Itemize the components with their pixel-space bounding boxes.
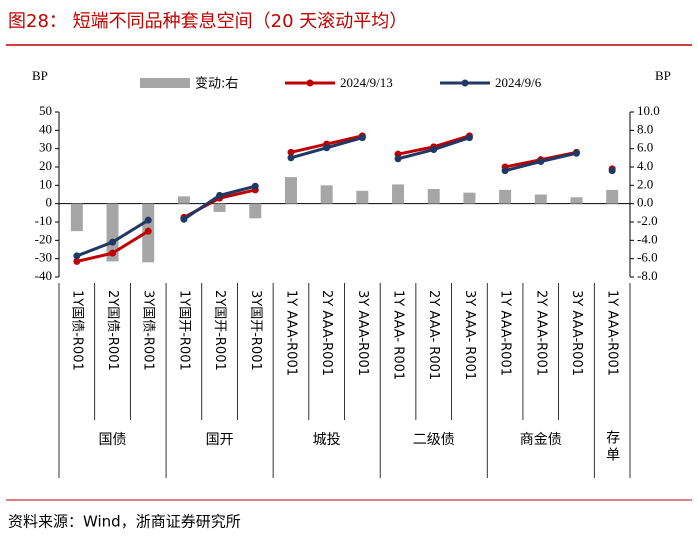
source-note: 资料来源：Wind，浙商证券研究所: [8, 513, 241, 531]
x-tick-label: 2Y AAA-R001: [319, 290, 334, 376]
group-label: 国债: [99, 432, 127, 448]
x-tick-label: 3Y AAA-R001: [355, 290, 370, 376]
legend-swatch: [461, 79, 469, 87]
bar: [106, 203, 119, 262]
bar: [463, 192, 476, 204]
bar: [427, 189, 440, 204]
y2-tick-label: -8.0: [637, 268, 658, 283]
y-tick-label: -30: [35, 250, 52, 265]
y2-axis-label: BP: [655, 68, 671, 83]
line-marker: [608, 167, 616, 175]
group-label: 存单: [604, 430, 620, 464]
y2-tick-label: 8.0: [637, 121, 653, 136]
x-tick-label: 3Y国开-R001: [248, 290, 263, 371]
legend-label: 变动:右: [195, 76, 238, 92]
x-tick-label: 1Y AAA- R001: [391, 290, 406, 380]
y2-tick-label: 10.0: [637, 103, 660, 118]
y-tick-label: -20: [35, 231, 52, 246]
x-tick-label: 2Y国债-R001: [105, 290, 120, 371]
x-tick-label: 3Y AAA-R001: [569, 290, 584, 376]
y-tick-label: -10: [35, 213, 52, 228]
y2-tick-label: 0.0: [637, 195, 653, 210]
line-marker: [144, 227, 152, 235]
bar: [392, 184, 405, 204]
y2-tick-label: -6.0: [637, 250, 658, 265]
bar: [177, 196, 190, 204]
x-tick-label: 1Y AAA-R001: [283, 290, 298, 376]
x-tick-label: 2Y AAA- R001: [426, 290, 441, 380]
line-marker: [216, 191, 224, 199]
line-marker: [501, 167, 509, 175]
x-tick-label: 2Y AAA-R001: [533, 290, 548, 376]
line-marker: [430, 146, 438, 154]
x-tick-label: 1Y国债-R001: [69, 290, 84, 371]
line-marker: [251, 182, 259, 190]
legend-swatch: [140, 78, 190, 88]
legend-label: 2024/9/6: [495, 75, 542, 90]
y2-tick-label: -4.0: [637, 231, 658, 246]
x-tick-label: 3Y AAA- R001: [462, 290, 477, 380]
line-marker: [180, 215, 188, 223]
line-marker: [287, 154, 295, 162]
y2-tick-label: -2.0: [637, 213, 658, 228]
line-marker: [144, 216, 152, 224]
x-tick-label: 3Y国债-R001: [141, 290, 156, 371]
line-marker: [323, 144, 331, 152]
bar: [249, 203, 262, 219]
figure-title: 图28： 短端不同品种套息空间（20 天滚动平均）: [8, 11, 407, 32]
y-tick-label: 0: [46, 195, 53, 210]
bar: [499, 189, 512, 204]
line-marker: [73, 252, 81, 260]
bar: [284, 177, 297, 204]
x-tick-label: 1Y AAA-R001: [605, 290, 620, 376]
line-marker: [394, 155, 402, 163]
y-tick-label: -40: [35, 268, 52, 283]
group-label: 商金债: [520, 432, 562, 448]
line-marker: [109, 249, 117, 257]
group-label: 城投: [313, 432, 341, 448]
y-tick-label: 40: [39, 121, 52, 136]
bar: [70, 203, 83, 232]
bar: [570, 197, 583, 204]
y-tick-label: 20: [39, 158, 52, 173]
x-tick-label: 1Y国开-R001: [176, 290, 191, 371]
bar: [320, 185, 333, 204]
y-axis-label: BP: [32, 68, 48, 83]
line-marker: [73, 257, 81, 265]
bar: [213, 203, 226, 212]
y2-tick-label: 6.0: [637, 140, 653, 155]
line-marker: [537, 158, 545, 165]
x-tick-label: 2Y国开-R001: [212, 290, 227, 371]
line-marker: [572, 149, 580, 157]
legend-label: 2024/9/13: [340, 75, 393, 90]
x-tick-label: 1Y AAA-R001: [498, 290, 513, 376]
bar: [356, 190, 369, 204]
y-tick-label: 50: [39, 103, 52, 118]
y-tick-label: 30: [39, 140, 52, 155]
bar: [606, 189, 619, 204]
y2-tick-label: 2.0: [637, 176, 653, 191]
line-marker: [358, 134, 366, 142]
group-label: 国开: [206, 432, 234, 448]
y2-tick-label: 4.0: [637, 158, 653, 173]
line-marker: [287, 148, 295, 156]
bar: [534, 194, 547, 204]
group-label: 二级债: [413, 432, 455, 448]
line-marker: [109, 238, 117, 246]
line-marker: [465, 134, 473, 142]
y-tick-label: 10: [39, 176, 52, 191]
legend-swatch: [306, 79, 314, 87]
